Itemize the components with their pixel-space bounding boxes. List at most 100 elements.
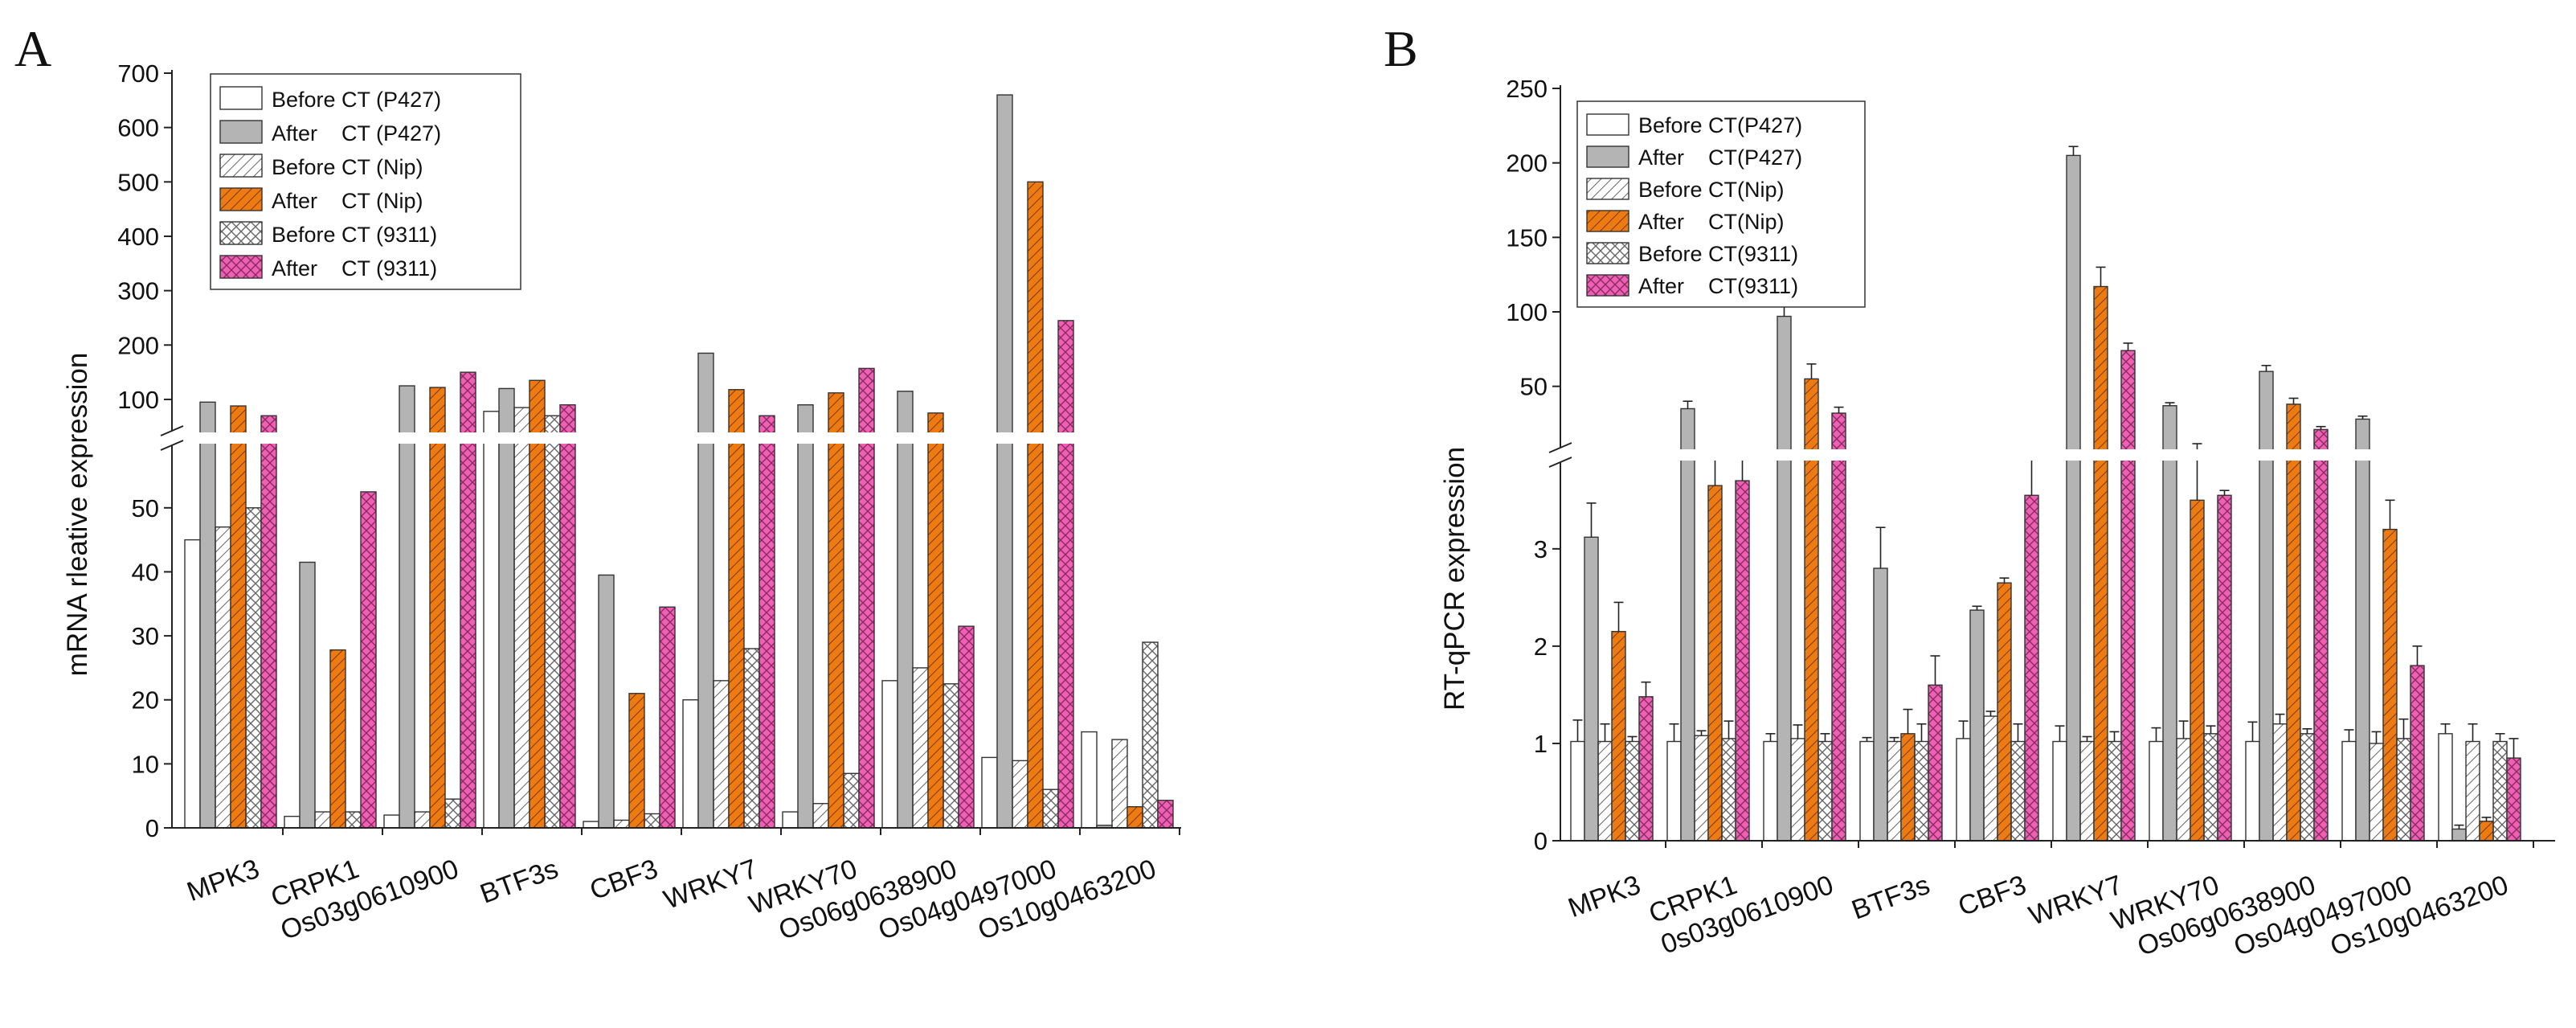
panel-a-legend-swatch-s1 xyxy=(219,86,263,110)
panel-a-bar-cbf3-s1 xyxy=(583,821,599,829)
panel-b-y-tick-label: 3 xyxy=(1534,535,1548,563)
panel-a-bar-wrky70-s1 xyxy=(782,811,799,829)
panel-b-y-tick-label: 150 xyxy=(1506,223,1548,252)
panel-b-bar-os10g0463200-s2 xyxy=(2451,828,2467,842)
panel-a-bar-wrky7-s2 xyxy=(697,352,714,829)
panel-a-y-tick-label: 40 xyxy=(132,558,159,586)
panel-a-bar-os03g0610900-s5 xyxy=(444,798,461,829)
panel-b-bar-wrky70-s6 xyxy=(2217,494,2232,842)
panel-a-bar-wrky7-s4 xyxy=(728,389,745,829)
panel-a-bar-os03g0610900-s3 xyxy=(414,811,431,829)
panel-b-bars xyxy=(1570,145,2521,842)
panel-a-bar-cbf3-s3 xyxy=(613,819,630,829)
panel-b-bar-crpk1-s2 xyxy=(1680,408,1695,842)
panel-b-bar-os06g0638900-s3 xyxy=(2272,723,2288,842)
panel-b-bar-crpk1-s5 xyxy=(1721,738,1736,842)
panel-b-y-axis-title: RT-qPCR expression xyxy=(1439,447,1470,711)
panel-b-bar-cbf3-s3 xyxy=(1983,715,1998,842)
panel-b-legend-swatch-s2 xyxy=(1586,145,1629,168)
panel-a-bar-os04g0497000-s3 xyxy=(1012,760,1028,829)
panel-a-bar-wrky70-s3 xyxy=(812,803,829,829)
panel-a-bar-wrky70-s5 xyxy=(843,772,860,829)
panel-a-bar-os04g0497000-s4 xyxy=(1027,181,1044,829)
panel-a-bar-os04g0497000-s2 xyxy=(996,94,1013,829)
panel-a-y-axis-title: mRNA rleative expression xyxy=(62,353,93,677)
panel-b-bar-btf3s-s4 xyxy=(1900,733,1916,842)
panel-b-x-label-cbf3: CBF3 xyxy=(1954,870,2030,922)
panel-a-bar-os06g0638900-s4 xyxy=(927,412,944,829)
panel-b-bar-0s03g0610900-s1 xyxy=(1763,740,1778,842)
panel-a-bar-btf3s-s6 xyxy=(559,404,576,829)
panel-a-bar-wrky70-s4 xyxy=(828,392,844,829)
panel-a-bar-os06g0638900-s1 xyxy=(881,680,898,829)
panel-b-label: B xyxy=(1384,20,1418,77)
panel-b-y-tick-label: 200 xyxy=(1506,149,1548,178)
panel-b-y-tick-label: 50 xyxy=(1520,373,1548,401)
panel-a-legend-swatch-s2 xyxy=(219,120,263,144)
panel-b-bar-os10g0463200-s3 xyxy=(2465,740,2480,842)
panel-b-bar-os06g0638900-s5 xyxy=(2300,733,2315,842)
panel-b-legend-label-s1: Before CT(P427) xyxy=(1638,113,1802,137)
panel-a-legend-swatch-s3 xyxy=(219,154,263,178)
panel-a-bar-mpk3-s6 xyxy=(260,415,277,829)
panel-a-bar-btf3s-s5 xyxy=(544,415,561,829)
panel-a-bar-crpk1-s2 xyxy=(299,561,316,829)
panel-a-bar-os10g0463200-s3 xyxy=(1111,739,1128,829)
panel-b-y-ticks: 0 1 2 3 50 100 150 200 250 xyxy=(1506,75,1560,855)
panel-a-bar-os06g0638900-s5 xyxy=(942,683,959,829)
panel-b-break-mark-2 xyxy=(1548,457,1572,468)
panel-b-bar-crpk1-s1 xyxy=(1666,740,1682,842)
panel-a-legend-label-s1: Before CT (P427) xyxy=(272,88,441,112)
panel-a-label: A xyxy=(14,20,51,77)
panel-b-bar-wrky7-s6 xyxy=(2120,350,2136,842)
panel-a-y-tick-label: 300 xyxy=(117,277,159,305)
panel-a-bar-cbf3-s2 xyxy=(598,574,615,829)
panel-a-bar-cbf3-s4 xyxy=(628,693,645,829)
panel-b-bar-cbf3-s4 xyxy=(1997,582,2012,842)
panel-a-bar-cbf3-s6 xyxy=(659,606,676,829)
panel-b-bar-os04g0497000-s2 xyxy=(2355,418,2370,842)
panel-a-bar-os03g0610900-s1 xyxy=(383,814,400,829)
panel-b-bar-wrky7-s4 xyxy=(2093,285,2108,842)
panel-a-bar-os03g0610900-s4 xyxy=(429,387,446,829)
panel-b-bar-wrky70-s5 xyxy=(2203,733,2218,842)
panel-b-bar-0s03g0610900-s4 xyxy=(1804,378,1819,842)
panel-a-x-label-btf3s: BTF3s xyxy=(476,854,562,910)
panel-b-bar-btf3s-s3 xyxy=(1887,740,1902,842)
panel-a-bar-os03g0610900-s2 xyxy=(399,385,415,829)
panel-b-bar-cbf3-s5 xyxy=(2010,740,2026,842)
panel-a-y-tick-label: 100 xyxy=(117,386,159,414)
panel-b-bar-mpk3-s3 xyxy=(1597,740,1613,842)
panel-b-legend-label-s4: After CT(Nip) xyxy=(1638,210,1785,234)
panel-b-bar-wrky7-s1 xyxy=(2052,740,2067,842)
panel-a-bar-os10g0463200-s5 xyxy=(1142,641,1159,829)
panel-a-x-label-wrky7: WRKY7 xyxy=(660,854,762,915)
panel-b-break-mark-1 xyxy=(1548,442,1572,453)
panel-b-bar-mpk3-s5 xyxy=(1625,740,1640,842)
panel-b-bar-mpk3-s4 xyxy=(1611,631,1626,842)
panel-b-legend-swatch-s5 xyxy=(1586,242,1629,264)
panel-a-bar-crpk1-s3 xyxy=(314,811,331,829)
panel-a-legend-label-s6: After CT (9311) xyxy=(272,256,437,281)
panel-b-x-label-btf3s: BTF3s xyxy=(1848,870,1934,926)
panel-b-legend-swatch-s6 xyxy=(1586,274,1629,297)
panel-b-chart: B RT-qPCR expression 0 1 2 3 50 100 150 200 250 M… xyxy=(1384,20,2555,962)
panel-b-axis-break-band xyxy=(1559,449,2521,461)
panel-a-bar-crpk1-s1 xyxy=(284,815,301,829)
panel-a-bar-wrky7-s1 xyxy=(682,699,699,829)
panel-a-bar-os04g0497000-s1 xyxy=(981,756,998,829)
panel-b-bar-crpk1-s3 xyxy=(1694,735,1709,842)
panel-a-legend: Before CT (P427) After CT (P427) Before CT… xyxy=(210,73,521,290)
panel-b-bar-os06g0638900-s1 xyxy=(2245,740,2260,842)
panel-a-break-mark-2 xyxy=(160,440,184,451)
panel-b-legend-label-s2: After CT(P427) xyxy=(1638,145,1802,170)
panel-b-bar-0s03g0610900-s3 xyxy=(1790,738,1805,842)
panel-a-axis-break-band xyxy=(170,432,1147,444)
panel-a-bar-mpk3-s2 xyxy=(199,401,216,829)
panel-a-bar-mpk3-s1 xyxy=(184,539,201,829)
panel-b-bar-btf3s-s6 xyxy=(1928,684,1943,842)
panel-b-bar-os04g0497000-s1 xyxy=(2341,740,2357,842)
panel-a-bar-os10g0463200-s1 xyxy=(1081,731,1098,829)
